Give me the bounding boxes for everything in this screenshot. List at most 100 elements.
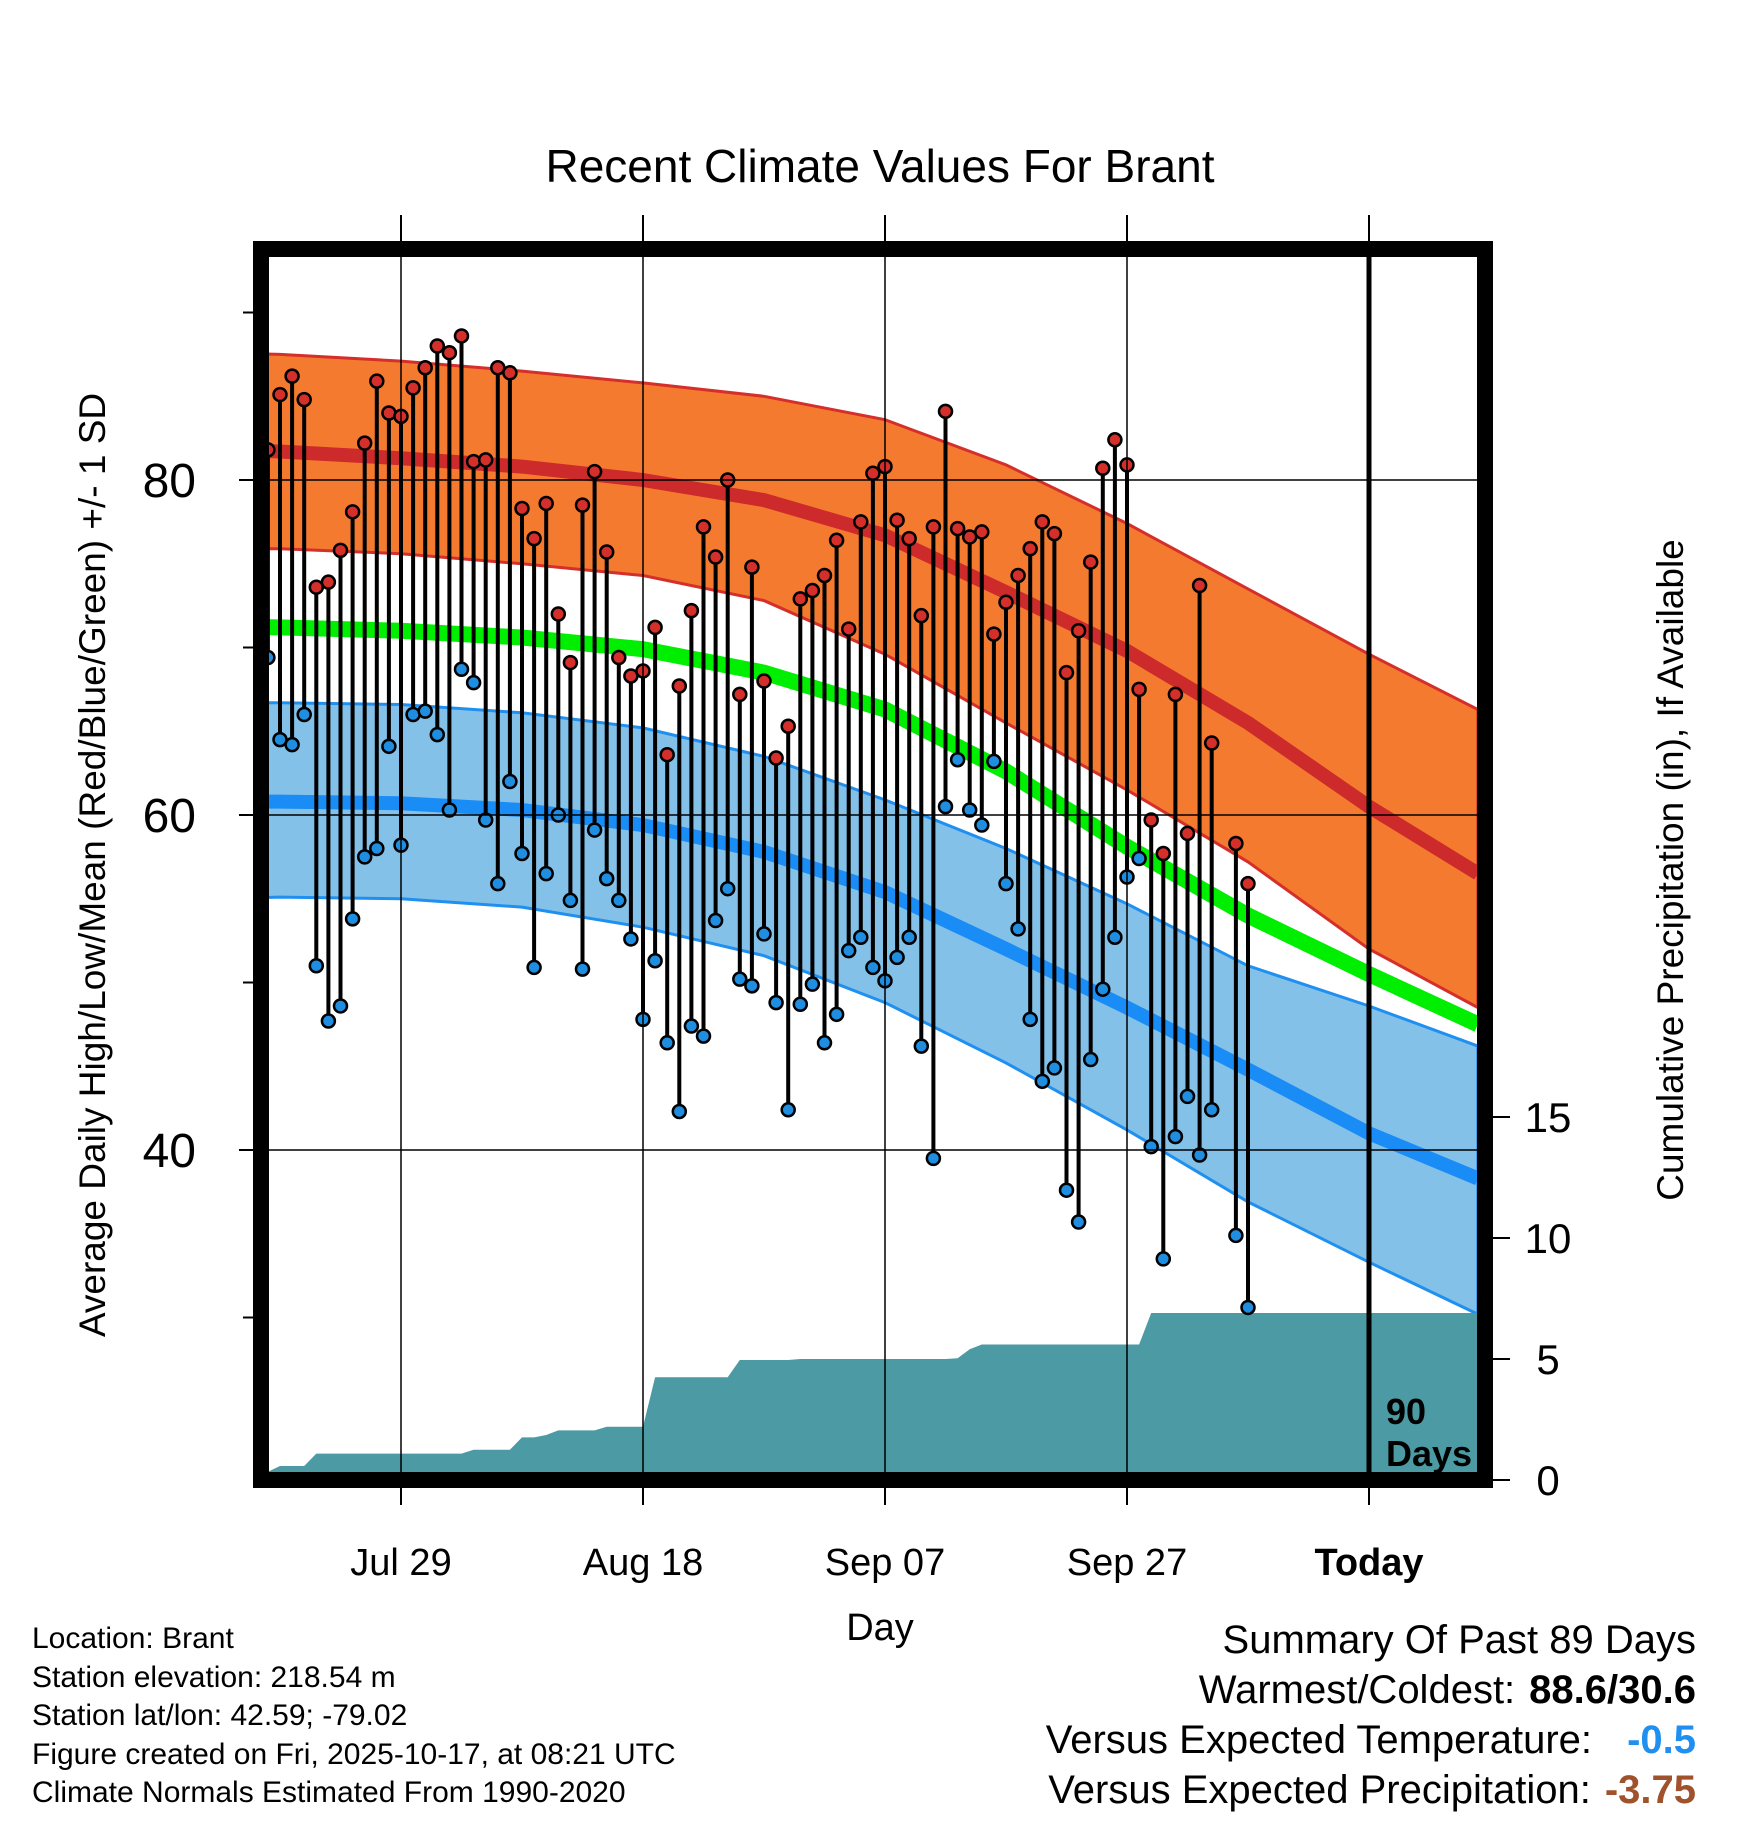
daily-high-point (405, 380, 421, 396)
daily-high-point (1203, 735, 1220, 751)
temp-value: -0.5 (1627, 1718, 1696, 1762)
daily-low-point (296, 706, 312, 723)
daily-low-point (792, 996, 809, 1013)
daily-high-point (272, 386, 288, 403)
daily-low-point (1107, 929, 1123, 946)
summary-warmest-row: Warmest/Coldest: 88.6/30.6 (1046, 1665, 1696, 1715)
daily-low-point (1022, 1011, 1038, 1028)
daily-low-point (828, 1006, 845, 1023)
daily-low-point (1228, 1227, 1244, 1244)
daily-high-point (865, 465, 881, 482)
daily-low-point (308, 958, 325, 974)
daily-low-point (369, 840, 385, 857)
precipitation-area (261, 1313, 1485, 1480)
daily-low-point (177, 726, 190, 739)
x-tick-label: Jul 29 (350, 1542, 451, 1584)
daily-high-point (1034, 514, 1051, 530)
daily-high-point (974, 524, 990, 540)
station-info: Location: Brant Station elevation: 218.5… (32, 1620, 676, 1813)
daily-high-point (683, 602, 700, 619)
x-tick-label: Aug 18 (583, 1542, 703, 1584)
y-tick-label: 40 (143, 1125, 196, 1178)
daily-high-point (647, 619, 663, 636)
daily-low-point (1131, 850, 1147, 867)
daily-high-point (477, 452, 494, 468)
daily-high-point (320, 574, 337, 590)
daily-low-point (756, 926, 772, 942)
daily-low-point (598, 870, 615, 887)
daily-low-point (344, 911, 361, 927)
daily-low-point (1203, 1102, 1220, 1118)
daily-low-point (502, 773, 518, 790)
daily-low-point (974, 817, 990, 833)
daily-low-point (1155, 1251, 1172, 1267)
daily-high-point (514, 500, 530, 517)
daily-high-point (1167, 686, 1184, 703)
normals-text: Climate Normals Estimated From 1990-2020 (32, 1776, 626, 1809)
daily-high-point (671, 678, 688, 694)
daily-high-point (986, 626, 1002, 642)
daily-low-point (1240, 1299, 1256, 1316)
daily-low-point (574, 961, 591, 977)
daily-high-point (344, 504, 361, 520)
daily-high-point (441, 344, 458, 361)
daily-low-point (901, 929, 917, 946)
daily-high-point (913, 607, 930, 624)
daily-low-point (429, 726, 446, 743)
today-days-count: 90 (1386, 1391, 1426, 1432)
daily-low-point (1143, 1138, 1159, 1155)
daily-low-point (1034, 1073, 1051, 1090)
daily-high-point (538, 495, 554, 512)
daily-low-point (1058, 1182, 1075, 1198)
summary-panel: Summary Of Past 89 Days Warmest/Coldest:… (1046, 1615, 1696, 1815)
daily-high-point (659, 746, 675, 763)
daily-low-point (1082, 1051, 1099, 1068)
warmest-label: Warmest/Coldest: (1198, 1668, 1516, 1712)
daily-low-point (925, 1150, 942, 1167)
daily-high-point (1095, 460, 1111, 477)
daily-low-point (732, 971, 748, 987)
daily-high-point (526, 530, 542, 547)
daily-low-point (201, 978, 214, 991)
warmest-value: 88.6/30.6 (1529, 1668, 1696, 1712)
daily-low-point (225, 688, 238, 701)
temp-label: Versus Expected Temperature: (1045, 1718, 1592, 1762)
daily-low-point (647, 952, 663, 969)
daily-low-point (538, 865, 554, 882)
daily-high-point (949, 520, 966, 537)
daily-high-point (1143, 812, 1159, 828)
daily-low-point (514, 845, 530, 862)
daily-low-point (671, 1103, 688, 1120)
daily-low-point (1095, 981, 1111, 997)
daily-high-point (189, 597, 202, 610)
daily-low-point (356, 849, 373, 865)
daily-high-point (598, 544, 615, 560)
summary-temp-row: Versus Expected Temperature: -0.5 (1046, 1715, 1696, 1765)
daily-high-point (213, 403, 226, 416)
high-normal-line (261, 443, 1482, 880)
y2-tick-label: 5 (1536, 1336, 1559, 1383)
daily-high-point (562, 654, 579, 671)
daily-high-point (840, 621, 857, 637)
location-text: Location: Brant (32, 1622, 234, 1655)
daily-high-point (1058, 664, 1075, 681)
summary-title: Summary Of Past 89 Days (1222, 1618, 1696, 1662)
daily-high-point (586, 463, 603, 480)
chart-title: Recent Climate Values For Brant (546, 140, 1215, 192)
daily-low-point (586, 822, 603, 838)
daily-low-point (453, 661, 470, 678)
daily-high-point (707, 549, 724, 565)
daily-low-point (332, 998, 349, 1014)
y2-tick-label: 10 (1525, 1215, 1572, 1262)
daily-high-point (828, 532, 845, 549)
daily-low-point (1191, 1147, 1208, 1163)
daily-high-point (1228, 835, 1244, 852)
daily-high-point (550, 606, 567, 622)
daily-high-point (177, 515, 190, 528)
daily-low-point (1046, 1060, 1063, 1076)
daily-low-point (804, 976, 821, 992)
daily-high-point (780, 718, 796, 734)
daily-low-point (284, 736, 300, 753)
daily-low-point (816, 1035, 833, 1051)
daily-low-point (683, 1018, 700, 1034)
